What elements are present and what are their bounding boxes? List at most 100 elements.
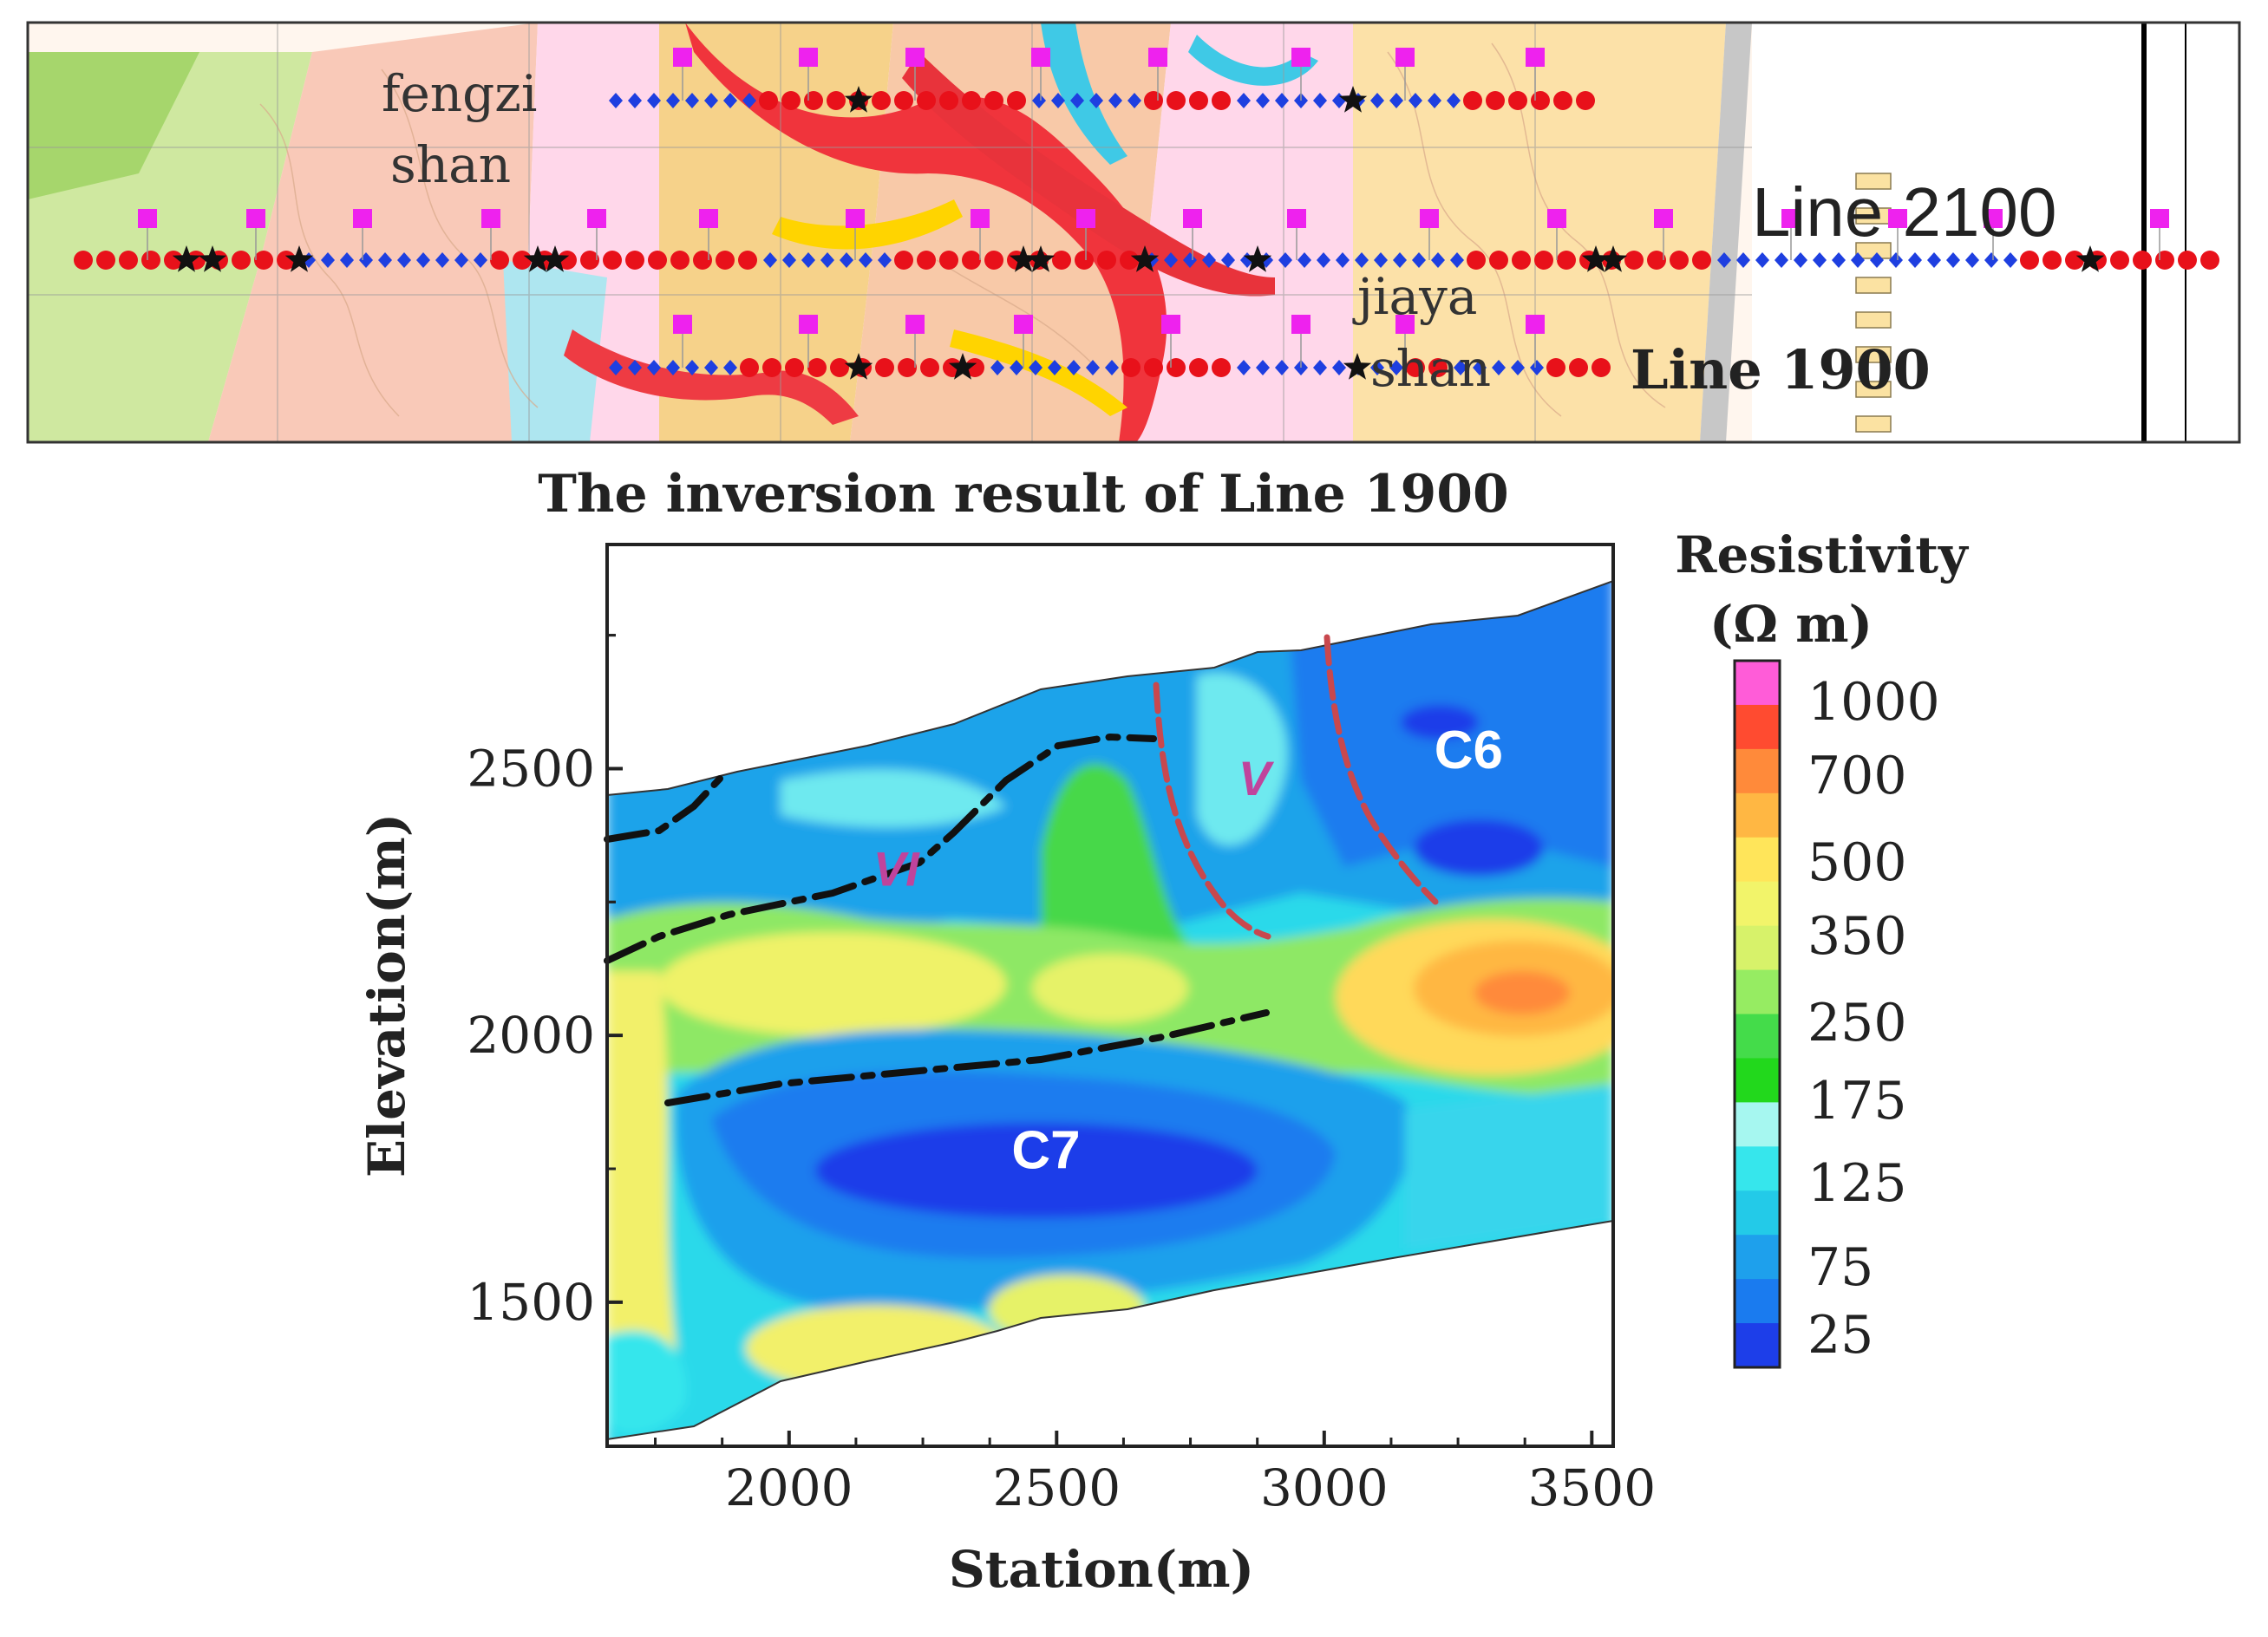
x-tick-label: 2500: [992, 1458, 1121, 1517]
colorbar-swatch: [1735, 1279, 1780, 1324]
region-label-vi: VI: [873, 841, 920, 896]
electrode-dot: [759, 91, 778, 110]
place-label-line-1: jiaya: [1352, 267, 1477, 326]
colorbar-level-label: 175: [1807, 1071, 1907, 1132]
station-star: [523, 245, 552, 272]
electrode-dot: [1624, 251, 1644, 270]
station-star: [1130, 245, 1160, 272]
receiver-dot: [1393, 252, 1407, 268]
electrode-dot: [920, 358, 939, 377]
electrode-dot: [939, 91, 958, 110]
electrode-dot: [1212, 358, 1231, 377]
electrode-dot: [917, 251, 936, 270]
station-star: [1581, 245, 1611, 272]
electrode-dot: [1486, 91, 1505, 110]
colorbar-swatch: [1735, 1146, 1780, 1191]
fault-v-left: [1153, 682, 1271, 940]
colorbar-swatch: [1735, 748, 1780, 794]
chart-title: The inversion result of Line 1900: [538, 464, 1508, 525]
receiver-dot: [1010, 360, 1023, 375]
colorbar-level-label: 25: [1807, 1305, 1873, 1366]
electrode-dot: [894, 91, 913, 110]
place-label-line-1: fengzi: [382, 64, 537, 123]
magenta-marker: [1526, 48, 1545, 67]
receiver-dot: [1370, 360, 1384, 375]
receiver-dot: [1870, 252, 1884, 268]
y-tick-label: 1500: [467, 1273, 595, 1332]
electrode-dot: [716, 251, 735, 270]
receiver-dot: [1029, 360, 1042, 375]
station-star: [1598, 245, 1628, 272]
electrode-dot: [141, 251, 160, 270]
receiver-dot: [647, 93, 661, 108]
x-tick-label: 3000: [1260, 1458, 1389, 1517]
survey-lines: [74, 48, 2219, 380]
receiver-dot: [474, 252, 487, 268]
station-star: [844, 86, 873, 113]
receiver-dot: [321, 252, 335, 268]
receiver-dot: [685, 360, 699, 375]
receiver-dot: [1355, 252, 1369, 268]
electrode-dot: [962, 91, 981, 110]
magenta-marker: [1031, 48, 1050, 67]
receiver-dot: [1813, 252, 1827, 268]
receiver-dot: [1237, 360, 1251, 375]
electrode-dot: [984, 91, 1003, 110]
receiver-dot: [1256, 93, 1270, 108]
receiver-dot: [1070, 93, 1084, 108]
colorbar-level-label: 700: [1807, 746, 1907, 806]
receiver-dot: [1108, 93, 1122, 108]
electrode-dot: [785, 358, 804, 377]
receiver-dot: [1832, 252, 1846, 268]
magenta-marker: [1654, 209, 1673, 228]
station-star: [1026, 245, 1056, 272]
receiver-dot: [666, 93, 680, 108]
colorbar-frame: [1733, 659, 1781, 1369]
place-label-line-2: shan: [390, 135, 511, 194]
receiver-dot: [859, 252, 873, 268]
magenta-marker: [1291, 48, 1310, 67]
receiver-dot: [704, 93, 718, 108]
receiver-dot: [704, 360, 718, 375]
electrode-dot: [781, 91, 801, 110]
receiver-dot: [1965, 252, 1979, 268]
colorbar-unit: (Ω m): [1709, 595, 1873, 654]
electrode-dot: [1546, 358, 1565, 377]
receiver-dot: [1089, 93, 1103, 108]
electrode-dot: [1576, 91, 1595, 110]
electrode-dot: [2043, 251, 2062, 270]
receiver-dot: [1492, 360, 1506, 375]
station-star: [172, 245, 201, 272]
colorbar-level-label: 1000: [1807, 672, 1940, 733]
electrode-dot: [232, 251, 251, 270]
y-axis-label: Elevation(m): [357, 813, 416, 1177]
receiver-dot: [1984, 252, 1998, 268]
receiver-dot: [1374, 252, 1388, 268]
receiver-dot: [1336, 252, 1350, 268]
magenta-marker: [1395, 48, 1415, 67]
receiver-dot: [1051, 93, 1065, 108]
region-label-c6: C6: [1435, 721, 1503, 780]
survey-line: [74, 209, 2219, 272]
receiver-dot: [685, 93, 699, 108]
magenta-marker: [673, 48, 692, 67]
receiver-dot: [1237, 93, 1251, 108]
receiver-dot: [1332, 360, 1346, 375]
electrode-dot: [1144, 91, 1163, 110]
magenta-marker: [587, 209, 606, 228]
receiver-dot: [1221, 252, 1235, 268]
x-tick-label: 3500: [1528, 1458, 1657, 1517]
colorbar-swatch: [1735, 1323, 1780, 1368]
electrode-dot: [1212, 91, 1231, 110]
y-tick-label: 2000: [467, 1006, 595, 1065]
electrode-dot: [513, 251, 532, 270]
receiver-dot: [723, 360, 737, 375]
electrode-dot: [1467, 251, 1486, 270]
colorbar-swatch: [1735, 704, 1780, 750]
electrode-dot: [875, 358, 894, 377]
electrode-dot: [939, 251, 958, 270]
boundary-upper-left: [604, 775, 723, 843]
inversion-section: C7 C6 V VI 2000 2500 3000 3500 1500 2000 2500: [467, 543, 1657, 1517]
